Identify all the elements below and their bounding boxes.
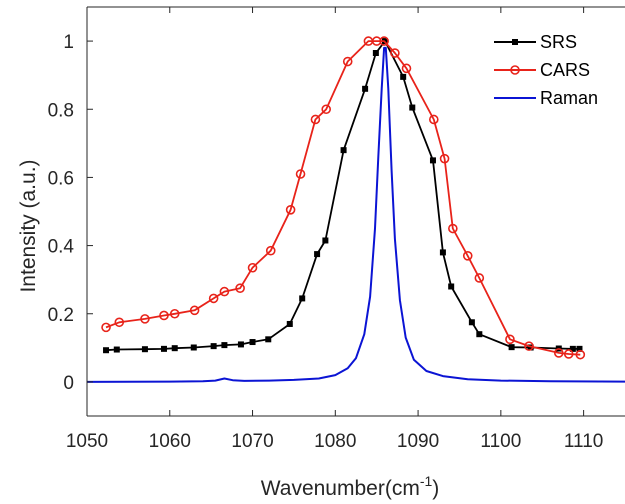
data-point-cars [429,114,439,125]
data-point-cars [563,349,574,359]
legend-label-srs: SRS [540,32,577,52]
data-point-cars [401,63,412,74]
legend-marker-srs [512,39,518,45]
data-point-cars [462,251,473,261]
x-tick-label: 1060 [149,431,191,452]
data-point-cars [390,48,400,58]
data-point-srs [448,283,455,290]
legend-marker-cars [510,65,520,75]
data-point-srs [362,85,369,92]
data-point-cars [114,317,125,328]
y-tick-label: 1 [63,32,74,53]
x-axis: 1050 1060 1070 1080 1090 1100 1110 [66,6,625,452]
data-point-srs [314,251,321,258]
x-axis-title-suffix: ) [432,477,439,500]
x-tick-label: 1070 [231,431,273,452]
data-point-cars [219,286,230,297]
x-tick-label: 1100 [480,431,521,452]
data-point-srs [400,73,407,80]
data-point-cars [575,349,586,360]
data-point-cars [295,169,306,179]
data-point-srs [221,342,228,349]
data-point-cars [189,305,200,316]
data-point-cars [553,348,564,358]
x-tick-label: 1090 [397,431,439,452]
data-point-srs [322,237,329,244]
series-line-cars [105,40,581,356]
data-point-srs [340,147,347,154]
data-point-srs [190,344,197,351]
x-tick-label: 1110 [564,431,603,452]
data-point-cars [247,262,258,273]
x-axis-title: Wavenumber(cm-1) [261,473,440,500]
data-point-cars [448,223,458,234]
data-point-cars [159,310,169,321]
data-point-cars [342,56,353,67]
data-point-cars [524,341,534,351]
data-point-srs [527,344,534,351]
x-tick-label: 1080 [314,431,356,452]
data-point-cars [321,104,332,115]
y-tick-label: 0.6 [48,168,74,189]
data-point-srs [265,336,272,343]
data-point-srs [476,331,483,338]
data-point-srs [171,345,178,352]
data-point-cars [169,308,180,319]
series-lines [87,36,625,383]
data-point-srs [286,320,293,327]
data-point-srs [103,347,110,354]
data-point-cars [439,153,450,164]
data-point-srs [508,344,515,351]
data-point-cars [140,314,150,324]
data-point-cars [101,322,111,333]
y-tick-label: 0 [63,373,74,394]
data-point-srs [210,343,217,350]
data-point-cars [235,283,245,293]
y-tick-label: 0.4 [48,237,75,258]
data-point-srs [113,346,120,353]
y-axis-title: Intensity (a.u.) [17,159,40,292]
data-point-srs [439,249,446,256]
data-point-cars [505,334,515,345]
data-point-srs [299,295,306,302]
x-axis-title-main: Wavenumber(cm [261,477,420,500]
data-point-cars [474,273,485,283]
data-point-cars [208,293,219,304]
x-tick-label: 1050 [66,431,108,452]
series-line-raman [87,46,625,383]
x-axis-title-superscript: -1 [420,473,433,489]
data-point-cars [265,245,276,256]
data-point-cars [285,204,296,215]
data-point-cars [379,36,389,46]
legend-label-raman: Raman [540,88,598,108]
data-point-srs [569,345,576,352]
data-point-srs [249,339,256,346]
data-point-srs [468,319,475,326]
y-tick-label: 0.2 [48,305,74,326]
data-point-cars [310,114,321,125]
data-point-srs [409,104,416,111]
data-point-srs [429,157,436,164]
data-point-srs [160,345,167,352]
data-point-srs [141,346,148,353]
y-axis: 0 0.2 0.4 0.6 0.8 1 [48,7,93,416]
data-point-srs [372,50,379,57]
legend: SRS CARS Raman [494,32,598,108]
data-point-srs [576,345,583,352]
data-point-srs [237,341,244,348]
legend-label-cars: CARS [540,60,590,80]
y-tick-label: 0.8 [48,100,74,121]
